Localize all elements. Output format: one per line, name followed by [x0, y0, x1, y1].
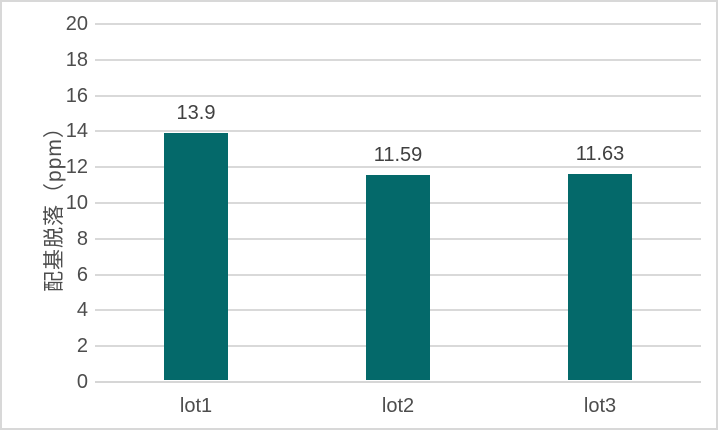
y-tick-label: 0: [76, 371, 88, 393]
gridline: [95, 58, 701, 61]
x-tick-label-lot1: lot1: [179, 395, 213, 417]
bar-lot2: [366, 174, 430, 380]
y-tick-label: 10: [65, 192, 88, 214]
x-tick-label-lot3: lot3: [583, 395, 617, 417]
gridline: [95, 130, 701, 133]
gridline: [95, 166, 701, 169]
gridline: [95, 23, 701, 25]
gridline: [95, 94, 701, 97]
data-label-lot2: 11.59: [373, 143, 423, 166]
x-axis-line: [95, 381, 701, 383]
y-tick-label: 12: [65, 156, 88, 179]
y-tick-label: 20: [65, 13, 88, 35]
y-tick-label: 8: [76, 227, 88, 250]
bar-lot3: [568, 173, 632, 380]
y-tick-label: 6: [76, 263, 88, 286]
y-tick-label: 4: [76, 299, 88, 322]
y-tick-label: 2: [76, 335, 88, 358]
y-tick-label: 16: [65, 84, 88, 107]
data-label-lot3: 11.63: [575, 142, 625, 165]
y-tick-label: 14: [65, 120, 88, 143]
x-tick-label-lot2: lot2: [381, 395, 415, 417]
y-tick-label: 18: [65, 48, 88, 71]
data-label-lot1: 13.9: [176, 102, 216, 125]
bar-lot1: [164, 133, 228, 380]
